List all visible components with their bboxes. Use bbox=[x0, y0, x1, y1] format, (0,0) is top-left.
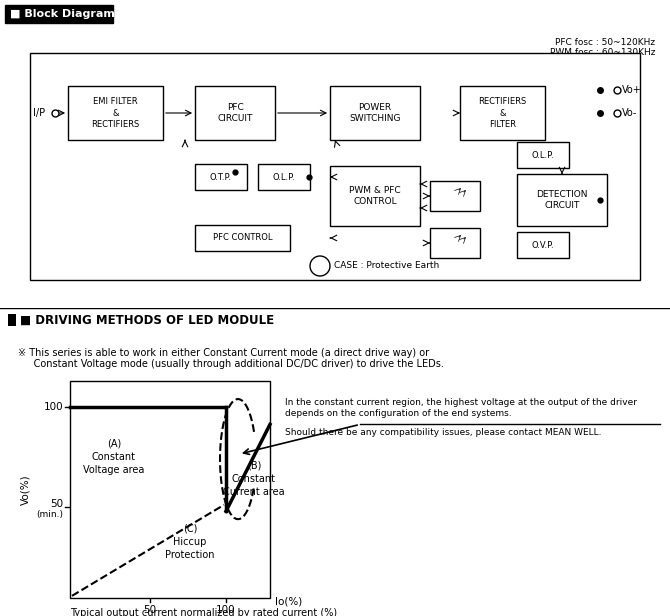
Text: Should there be any compatibility issues, please contact MEAN WELL.: Should there be any compatibility issues… bbox=[285, 428, 602, 437]
Text: PFC fosc : 50~120KHz: PFC fosc : 50~120KHz bbox=[555, 38, 655, 47]
Text: Io(%): Io(%) bbox=[275, 597, 302, 607]
Text: (A)
Constant
Voltage area: (A) Constant Voltage area bbox=[83, 439, 145, 475]
Text: Constant Voltage mode (usually through additional DC/DC driver) to drive the LED: Constant Voltage mode (usually through a… bbox=[18, 359, 444, 369]
Bar bbox=[430, 181, 480, 211]
Text: (min.): (min.) bbox=[36, 511, 63, 519]
Text: PWM & PFC
CONTROL: PWM & PFC CONTROL bbox=[349, 186, 401, 206]
Bar bbox=[517, 232, 569, 258]
Bar bbox=[460, 86, 545, 140]
Text: ※ This series is able to work in either Constant Current mode (a direct drive wa: ※ This series is able to work in either … bbox=[18, 348, 429, 358]
Text: 50: 50 bbox=[50, 499, 63, 509]
Bar bbox=[330, 166, 420, 226]
Text: 50: 50 bbox=[143, 605, 157, 615]
Text: ■ Block Diagram: ■ Block Diagram bbox=[10, 9, 115, 19]
Bar bbox=[258, 164, 310, 190]
Text: PFC CONTROL: PFC CONTROL bbox=[213, 233, 272, 243]
Text: I/P: I/P bbox=[33, 108, 45, 118]
FancyBboxPatch shape bbox=[5, 5, 113, 23]
Text: (B)
Constant
Current area: (B) Constant Current area bbox=[223, 460, 285, 497]
Bar bbox=[330, 86, 420, 140]
Text: depends on the configuration of the end systems.: depends on the configuration of the end … bbox=[285, 409, 512, 418]
Text: Vo(%): Vo(%) bbox=[20, 474, 30, 505]
Bar bbox=[195, 86, 275, 140]
Text: (C)
Hiccup
Protection: (C) Hiccup Protection bbox=[165, 524, 215, 560]
Text: Typical output current normalized by rated current (%): Typical output current normalized by rat… bbox=[70, 608, 337, 616]
Bar bbox=[8, 314, 16, 326]
Bar bbox=[195, 225, 290, 251]
Text: EMI FILTER
&
RECTIFIERS: EMI FILTER & RECTIFIERS bbox=[91, 97, 139, 129]
Text: 100: 100 bbox=[44, 402, 63, 412]
Text: In the constant current region, the highest voltage at the output of the driver: In the constant current region, the high… bbox=[285, 398, 637, 407]
Text: O.T.P.: O.T.P. bbox=[210, 172, 232, 182]
Text: POWER
SWITCHING: POWER SWITCHING bbox=[349, 103, 401, 123]
Text: O.V.P.: O.V.P. bbox=[532, 240, 554, 249]
Text: PWM fosc : 60~130KHz: PWM fosc : 60~130KHz bbox=[549, 48, 655, 57]
Text: ■ DRIVING METHODS OF LED MODULE: ■ DRIVING METHODS OF LED MODULE bbox=[20, 314, 274, 326]
Text: DETECTION
CIRCUIT: DETECTION CIRCUIT bbox=[536, 190, 588, 210]
Text: O.L.P.: O.L.P. bbox=[532, 150, 554, 160]
Bar bbox=[517, 142, 569, 168]
Bar bbox=[70, 381, 270, 598]
Text: O.L.P.: O.L.P. bbox=[273, 172, 295, 182]
Text: Vo+: Vo+ bbox=[622, 85, 642, 95]
Text: CASE : Protective Earth: CASE : Protective Earth bbox=[334, 262, 440, 270]
Bar bbox=[30, 53, 640, 280]
Bar bbox=[68, 86, 163, 140]
Bar bbox=[430, 228, 480, 258]
Bar bbox=[517, 174, 607, 226]
Text: Vo-: Vo- bbox=[622, 108, 637, 118]
Text: RECTIFIERS
&
FILTER: RECTIFIERS & FILTER bbox=[478, 97, 527, 129]
Bar bbox=[195, 164, 247, 190]
Text: 100: 100 bbox=[216, 605, 236, 615]
Text: PFC
CIRCUIT: PFC CIRCUIT bbox=[217, 103, 253, 123]
